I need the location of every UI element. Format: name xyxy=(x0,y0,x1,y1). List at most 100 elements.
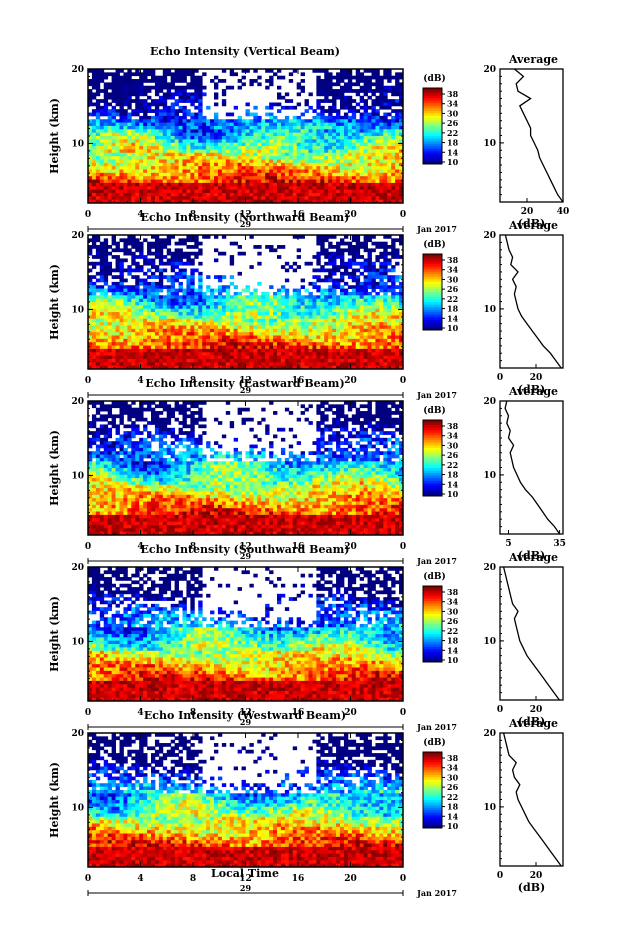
heatmap-cell xyxy=(103,328,109,333)
heatmap-cell xyxy=(332,355,337,360)
heatmap-cell xyxy=(162,275,168,279)
heatmap-cell xyxy=(202,199,207,204)
heatmap-cell xyxy=(324,139,329,144)
heatmap-cell xyxy=(103,99,109,103)
heatmap-cell xyxy=(265,325,270,330)
heatmap-cell xyxy=(158,322,164,326)
heatmap-cell xyxy=(221,365,227,370)
heatmap-cell xyxy=(253,179,258,184)
heatmap-cell xyxy=(127,345,132,350)
heatmap-cell xyxy=(206,352,211,356)
heatmap-cell xyxy=(308,139,313,144)
heatmap-cell xyxy=(308,345,313,350)
heatmap-cell xyxy=(237,345,242,350)
heatmap-cell xyxy=(343,352,349,356)
heatmap-cell xyxy=(253,172,258,177)
heatmap-cell xyxy=(292,169,298,174)
heatmap-cell xyxy=(174,328,179,333)
heatmap-cell xyxy=(284,342,290,346)
heatmap-cell xyxy=(288,172,294,177)
heatmap-cell xyxy=(186,132,191,137)
heatmap-cell xyxy=(127,268,132,273)
colorbar-frame xyxy=(422,87,443,165)
heatmap-cell xyxy=(312,156,317,160)
heatmap-cell xyxy=(202,362,207,367)
heatmap-cell xyxy=(206,125,211,130)
heatmap-cell xyxy=(355,308,361,313)
heatmap-cell xyxy=(367,146,372,150)
heatmap-cell xyxy=(103,245,109,249)
heatmap-cell xyxy=(107,285,113,289)
heatmap-cell xyxy=(139,281,144,286)
heatmap-cell xyxy=(88,355,93,360)
heatmap-cell xyxy=(269,245,274,249)
heatmap-cell xyxy=(237,328,242,333)
heatmap-cell xyxy=(103,325,109,330)
heatmap-cell xyxy=(343,268,349,273)
heatmap-cell xyxy=(233,358,239,363)
heatmap-cell xyxy=(312,325,317,330)
heatmap-cell xyxy=(241,159,246,164)
heatmap-cell xyxy=(245,69,250,73)
heatmap-cell xyxy=(123,85,128,90)
heatmap-cell xyxy=(261,318,266,323)
heatmap-cell xyxy=(245,352,250,356)
heatmap-cell xyxy=(367,169,372,174)
heatmap-cell xyxy=(296,136,302,140)
heatmap-cell xyxy=(225,112,231,117)
heatmap-cell xyxy=(91,265,97,269)
heatmap-cell xyxy=(351,132,357,137)
heatmap-cell xyxy=(99,261,105,266)
heatmap-cell xyxy=(174,255,179,259)
heatmap-cell xyxy=(284,315,290,320)
heatmap-cell xyxy=(166,95,172,100)
heatmap-cell xyxy=(324,298,329,303)
heatmap-cell xyxy=(91,275,97,279)
heatmap-cell xyxy=(147,358,152,363)
heatmap-cell xyxy=(312,122,317,127)
heatmap-cell xyxy=(107,325,113,330)
heatmap-cell xyxy=(300,169,305,174)
heatmap-cell xyxy=(123,245,128,249)
heatmap-cell xyxy=(355,322,361,326)
heatmap-cell xyxy=(367,182,372,187)
heatmap-cell xyxy=(351,199,357,204)
heatmap-cell xyxy=(284,186,290,190)
heatmap-cell xyxy=(363,119,368,123)
heatmap-cell xyxy=(292,325,298,330)
heatmap-cell xyxy=(88,146,93,150)
heatmap-cell xyxy=(277,332,282,336)
heatmap-cell xyxy=(308,315,313,320)
heatmap-cell xyxy=(320,156,325,160)
heatmap-cell xyxy=(245,285,250,289)
heatmap-cell xyxy=(158,85,164,90)
heatmap-cell xyxy=(190,182,195,187)
heatmap-cell xyxy=(265,176,270,180)
heatmap-cell xyxy=(214,199,219,204)
heatmap-cell xyxy=(119,122,124,127)
heatmap-cell xyxy=(229,169,235,174)
heatmap-cell xyxy=(265,338,270,343)
heatmap-cell xyxy=(131,342,136,346)
heatmap-cell xyxy=(158,332,164,336)
heatmap-cell xyxy=(312,109,317,113)
heatmap-cell xyxy=(210,79,215,83)
heatmap-cell xyxy=(139,109,144,113)
heatmap-cell xyxy=(143,179,148,184)
heatmap-cell xyxy=(198,99,203,103)
heatmap-cell xyxy=(257,125,262,130)
heatmap-cell xyxy=(202,196,207,201)
heatmap-cell xyxy=(261,305,266,310)
heatmap-cell xyxy=(379,102,384,107)
heatmap-cell xyxy=(166,172,172,177)
heatmap-cell xyxy=(166,302,172,306)
heatmap-cell xyxy=(351,345,357,350)
heatmap-cell xyxy=(371,102,376,107)
heatmap-cell xyxy=(367,192,372,197)
heatmap-cell xyxy=(107,348,113,353)
heatmap-cell xyxy=(316,69,321,73)
heatmap-cell xyxy=(273,332,278,336)
heatmap-cell xyxy=(363,102,368,107)
heatmap-cell xyxy=(328,142,333,147)
heatmap-cell xyxy=(288,335,294,340)
